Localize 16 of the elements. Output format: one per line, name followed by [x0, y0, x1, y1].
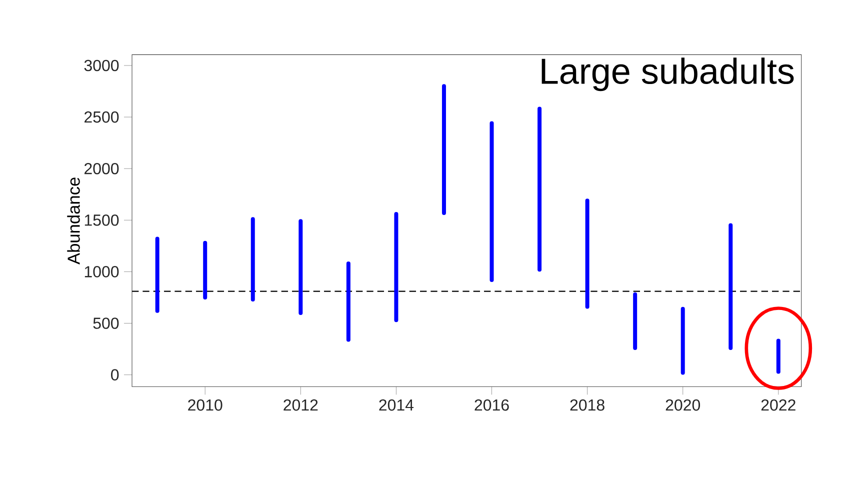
y-tick-label: 0 — [111, 369, 119, 380]
x-tick-label: 2022 — [761, 399, 796, 411]
x-tick-label: 2012 — [284, 399, 318, 411]
y-tick-label: 3000 — [84, 60, 119, 72]
x-tick-label: 2018 — [570, 399, 604, 411]
y-tick-label: 500 — [93, 318, 119, 329]
y-tick-label: 1000 — [84, 266, 119, 278]
y-tick-label: 2500 — [84, 111, 119, 123]
x-tick-label: 2020 — [666, 399, 700, 411]
y-axis-title: Abundance — [67, 178, 80, 264]
chart-title: Large subadults — [542, 58, 794, 92]
x-tick-label: 2014 — [379, 399, 414, 411]
x-tick-label: 2010 — [188, 399, 222, 411]
y-tick-label: 2000 — [84, 162, 119, 174]
y-tick-label: 1500 — [84, 214, 119, 226]
x-tick-label: 2016 — [474, 399, 509, 411]
